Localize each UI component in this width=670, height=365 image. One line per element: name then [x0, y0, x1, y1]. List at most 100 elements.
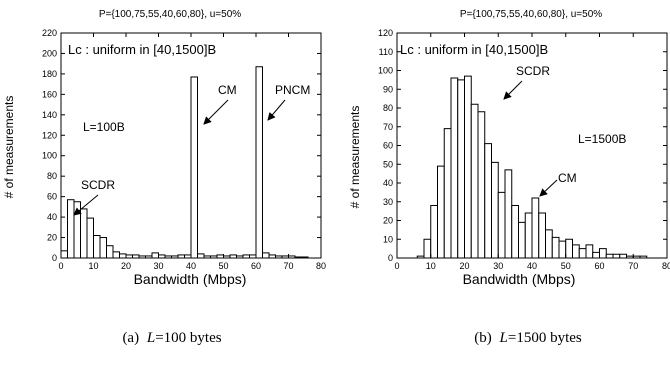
- chart-a-caption: (a) L=100 bytes: [122, 330, 221, 346]
- chart-b-y-tick-label: 10: [383, 234, 393, 244]
- chart-a-annotation-cm: CM: [218, 83, 237, 97]
- chart-a-y-tick-label: 220: [42, 28, 57, 38]
- chart-a-y-tick-label: 100: [42, 151, 57, 161]
- chart-b-y-tick-label: 120: [378, 28, 393, 38]
- chart-b-y-tick-label: 60: [383, 141, 393, 151]
- chart-a-arrow-cm: [203, 99, 229, 125]
- chart-a-y-tick-label: 180: [42, 69, 57, 79]
- chart-b-bar: [477, 111, 486, 259]
- svg-text:(b) L=1500 bytes: (b) L=1500 bytes: [474, 330, 582, 346]
- chart-b-arrow-scdr: [503, 80, 523, 100]
- chart-b-x-tick-label: 70: [628, 261, 638, 271]
- chart-a-bar: [255, 66, 263, 259]
- chart-a-y-tick-label: 40: [47, 212, 57, 222]
- chart-b-bar: [572, 244, 580, 259]
- chart-a-y-axis-label: # of measurements: [2, 96, 16, 199]
- chart-b-bar: [497, 191, 506, 259]
- chart-b-bar: [511, 205, 519, 259]
- chart-b-y-tick-label: 90: [383, 84, 393, 94]
- chart-b-bars: [416, 75, 648, 259]
- chart-b-bar: [524, 212, 533, 259]
- chart-b-x-tick-label: 80: [662, 261, 670, 271]
- chart-a-caption-var: L: [146, 330, 155, 346]
- chart-a-y-tick-label: 160: [42, 89, 57, 99]
- chart-b-y-tick-label: 30: [383, 197, 393, 207]
- chart-b-y-tick-label: 0: [388, 253, 393, 263]
- chart-a-caption-prefix: (a): [122, 330, 139, 346]
- chart-a-bar: [86, 217, 94, 259]
- svg-text:(a) L=100 bytes: (a) L=100 bytes: [122, 330, 221, 346]
- chart-b-bar: [423, 238, 432, 259]
- chart-b-bar: [619, 253, 627, 259]
- chart-b-y-tick-label: 100: [378, 66, 393, 76]
- chart-b-x-tick-label: 40: [527, 261, 537, 271]
- chart-a-x-tick-label: 60: [251, 261, 261, 271]
- chart-b-bar: [464, 75, 472, 259]
- chart-b-bar: [504, 169, 513, 259]
- chart-b-x-tick-label: 50: [561, 261, 571, 271]
- chart-b-bar: [605, 253, 614, 259]
- chart-b-x-tick-label: 0: [394, 261, 399, 271]
- chart-b-y-axis-label: # of measurements: [348, 106, 362, 209]
- chart-a: P={100,75,55,40,60,80}, u=50% 0 10 20 30 40 5…: [2, 9, 326, 346]
- chart-a-bar: [119, 253, 127, 259]
- chart-b-annotation-lc: Lc : uniform in [40,1500]B: [400, 42, 548, 57]
- chart-b-y-ticks: 0 10 20 30 40 50 60 70 80 90 100 110 120: [378, 28, 667, 263]
- chart-a-caption-value: =100 bytes: [155, 330, 222, 346]
- chart-b-annotation-l: L=1500B: [578, 132, 626, 146]
- chart-b-caption-prefix: (b): [474, 330, 492, 346]
- chart-b-bar: [518, 221, 526, 259]
- chart-b-x-ticks: 0 10 20 30 40 50 60 70 80: [394, 33, 670, 271]
- chart-a-title: P={100,75,55,40,60,80}, u=50%: [99, 9, 241, 20]
- chart-a-bar: [151, 252, 159, 259]
- chart-b-y-tick-label: 70: [383, 122, 393, 132]
- chart-a-x-tick-label: 30: [153, 261, 163, 271]
- chart-b-bar: [457, 79, 465, 259]
- chart-b-x-tick-label: 30: [493, 261, 503, 271]
- chart-a-x-axis-label: Bandwidth (Mbps): [134, 271, 247, 287]
- chart-b-y-tick-label: 50: [383, 159, 393, 169]
- chart-a-bar: [80, 208, 88, 259]
- chart-a-y-tick-label: 120: [42, 130, 57, 140]
- chart-a-y-tick-label: 80: [47, 171, 57, 181]
- chart-b-bar: [545, 229, 553, 259]
- chart-a-x-tick-label: 0: [58, 261, 63, 271]
- chart-b-bar: [538, 212, 546, 259]
- chart-a-x-tick-label: 40: [186, 261, 196, 271]
- chart-b-annotation-cm: CM: [558, 171, 577, 185]
- chart-b-y-tick-label: 20: [383, 216, 393, 226]
- chart-b-caption-value: =1500 bytes: [508, 330, 582, 346]
- chart-a-annotation-lc: Lc : uniform in [40,1500]B: [68, 42, 216, 57]
- chart-a-y-tick-label: 200: [42, 48, 57, 58]
- chart-a-x-tick-label: 10: [88, 261, 98, 271]
- chart-a-bar: [67, 199, 75, 259]
- chart-b: P={100,75,55,40,60,80}, u=50% 0 10 20 30 40 5…: [348, 9, 670, 346]
- chart-b-bar: [491, 161, 499, 259]
- chart-a-x-tick-label: 70: [283, 261, 293, 271]
- chart-b-bar: [470, 103, 479, 259]
- chart-b-bar: [551, 236, 560, 259]
- chart-a-bar: [99, 237, 107, 259]
- chart-b-bar: [592, 251, 600, 259]
- chart-a-bar: [93, 235, 101, 259]
- chart-b-arrow-cm: [539, 179, 558, 197]
- chart-a-y-tick-label: 140: [42, 110, 57, 120]
- chart-a-annotation-scdr: SCDR: [81, 178, 115, 192]
- chart-b-y-tick-label: 40: [383, 178, 393, 188]
- chart-a-bars: [60, 66, 309, 259]
- chart-a-bar: [197, 253, 205, 259]
- chart-b-x-tick-label: 10: [426, 261, 436, 271]
- chart-a-bar: [60, 250, 68, 259]
- chart-a-x-ticks: 0 10 20 30 40 50 60 70 80: [58, 33, 326, 271]
- chart-b-bar: [612, 253, 621, 259]
- chart-a-y-ticks: 0 20 40 60 80 100 120 140 160 180 200 220: [42, 28, 321, 263]
- chart-a-bar: [112, 251, 120, 259]
- chart-b-x-tick-label: 60: [594, 261, 604, 271]
- chart-a-annotation-pncm: PNCM: [275, 83, 310, 97]
- chart-b-bar: [599, 248, 607, 259]
- chart-b-caption: (b) L=1500 bytes: [474, 330, 582, 346]
- chart-a-y-tick-label: 0: [52, 253, 57, 263]
- chart-b-bar: [430, 205, 438, 259]
- chart-b-y-tick-label: 80: [383, 103, 393, 113]
- chart-b-title: P={100,75,55,40,60,80}, u=50%: [460, 9, 602, 20]
